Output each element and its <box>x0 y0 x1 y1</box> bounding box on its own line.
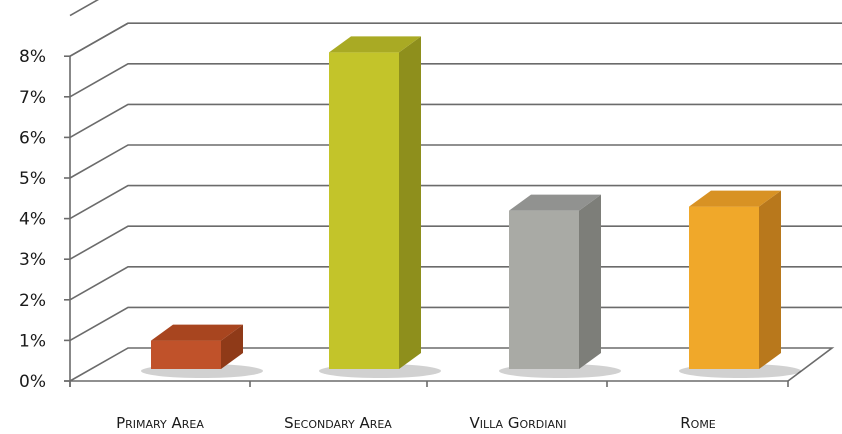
bar-front <box>151 340 221 369</box>
x-category-label: Primary Area <box>116 414 204 432</box>
axis-layer <box>64 55 835 387</box>
gridline <box>69 184 842 220</box>
gridline <box>69 22 842 57</box>
bar-layer <box>151 36 781 369</box>
y-tick-label: 5% <box>19 169 46 189</box>
bar-front <box>689 206 759 369</box>
y-tick-label: 2% <box>19 291 46 311</box>
x-category-label: Secondary Area <box>284 414 392 432</box>
y-tick-label: 6% <box>19 128 46 148</box>
label-layer: 0% 1% 2% 3% 4% 5% 6% 7% 8% Primary Area Secondary … <box>19 47 716 432</box>
bar <box>509 194 601 369</box>
gridline <box>69 103 842 139</box>
grid-layer <box>69 0 842 342</box>
bar-top <box>689 190 781 207</box>
x-category-label: Villa Gordiani <box>470 414 567 432</box>
gridline <box>69 306 842 342</box>
bar-top <box>151 324 243 341</box>
bar-top <box>509 194 601 211</box>
y-tick-label: 0% <box>19 372 46 392</box>
y-tick-label: 1% <box>19 331 46 351</box>
gridline <box>69 225 842 260</box>
gridline <box>69 22 129 57</box>
y-tick-label: 4% <box>19 210 46 230</box>
bar-side <box>399 36 421 369</box>
y-tick-label: 8% <box>19 47 46 67</box>
gridline <box>69 144 842 179</box>
gridline <box>69 0 100 17</box>
bar <box>689 190 781 369</box>
bar-side <box>759 190 781 369</box>
bar-side <box>579 194 601 369</box>
gridline <box>69 265 842 301</box>
bar-front <box>329 52 399 369</box>
y-tick-label: 3% <box>19 250 46 270</box>
bar-front <box>509 210 579 369</box>
bar-top <box>329 36 421 53</box>
gridline <box>69 62 842 98</box>
y-tick-label: 7% <box>19 88 46 108</box>
floor-plane <box>69 347 835 382</box>
x-category-label: Rome <box>680 414 716 432</box>
bar-side <box>221 324 243 369</box>
bar <box>329 36 421 369</box>
bar <box>151 324 243 369</box>
